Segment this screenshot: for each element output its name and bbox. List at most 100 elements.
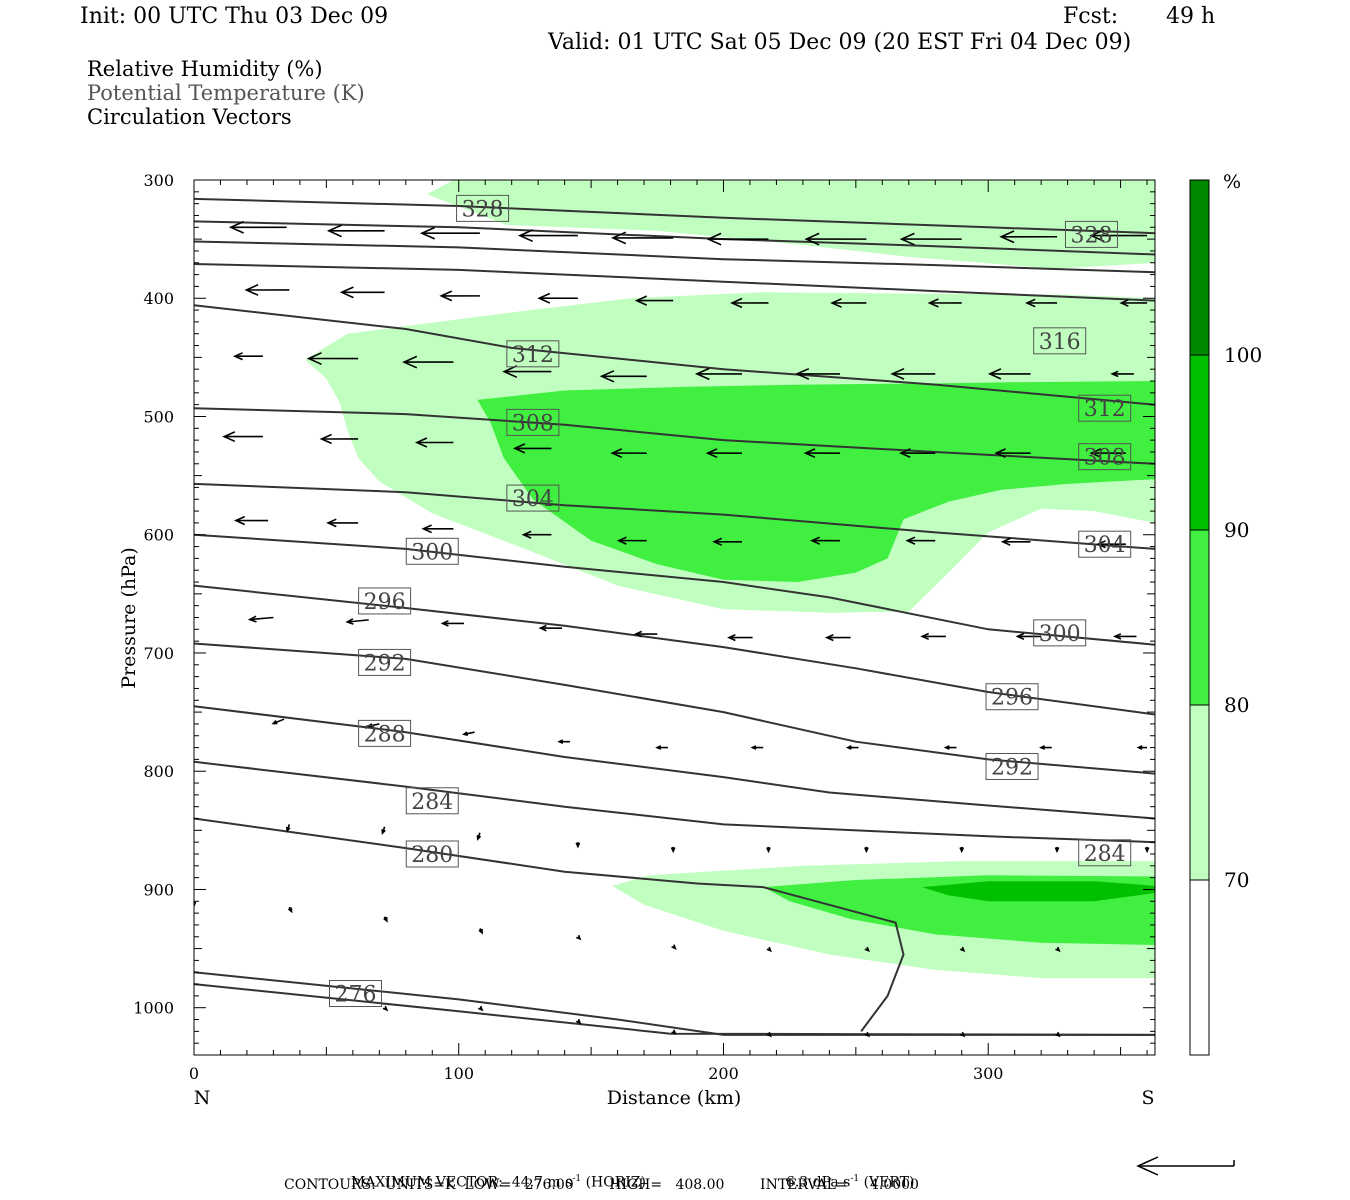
colorbar-band [1189, 879, 1210, 1056]
circulation-vector [575, 1018, 582, 1025]
contour-label-box [328, 980, 382, 1008]
circulation-vector [810, 536, 840, 545]
circulation-vector [1015, 632, 1042, 641]
circulation-vector [232, 352, 263, 361]
circulation-vector [712, 537, 743, 546]
rh-region-70-0 [427, 180, 1155, 269]
contour-label-box [405, 537, 459, 565]
axis-ticks [193, 179, 1155, 1056]
vector-head [750, 745, 757, 750]
vector-head [766, 946, 772, 953]
contour-label-box [1064, 220, 1118, 248]
circulation-vector [419, 226, 480, 240]
vector-head [194, 901, 197, 908]
circulation-vector [705, 448, 743, 459]
contour-label-text: 288 [364, 722, 406, 747]
south-label: S [1141, 1087, 1154, 1109]
vector-head [575, 842, 581, 849]
vector-head [319, 433, 332, 445]
vector-head [1144, 847, 1150, 854]
x-tick-label: 0 [189, 1064, 199, 1083]
vector-head [557, 739, 564, 745]
y-tick-label: 900 [143, 880, 174, 899]
circulation-vector [994, 448, 1031, 459]
vector-shaft [347, 619, 369, 623]
contour-label-box [1033, 327, 1087, 355]
vector-head [287, 907, 293, 914]
contour-label: 292 [985, 752, 1039, 780]
max-vector-line: MAXIMUM VECTOR: 44.7 m s-1 (HORIZ) [342, 1158, 646, 1191]
contour-label-text: 328 [462, 197, 504, 222]
contour-label: 280 [405, 840, 459, 868]
vector-head [920, 632, 930, 641]
contour-label-text: 304 [512, 487, 554, 512]
vector-head [1096, 540, 1106, 549]
circulation-vector [1039, 745, 1052, 750]
vector-head [987, 368, 1002, 380]
contour-label-text: 328 [1070, 223, 1112, 248]
y-tick-label: 300 [143, 171, 174, 190]
contour-label-box [1078, 530, 1132, 558]
contour-label-text: 312 [512, 343, 554, 368]
x-axis-title: Distance (km) [607, 1087, 742, 1109]
circulation-vector [557, 739, 570, 745]
y-tick-label: 1000 [133, 999, 174, 1018]
circulation-vector [440, 620, 465, 627]
forecast-label: Fcst: [1063, 4, 1119, 29]
theta-contour-328 [194, 197, 1155, 235]
colorbar-level-label: 80 [1224, 693, 1249, 717]
circulation-vector [1113, 633, 1137, 640]
contour-label-text: 312 [1084, 397, 1126, 422]
circulation-vector [633, 630, 658, 638]
vector-head [890, 367, 905, 380]
vector-head [1025, 298, 1036, 308]
theta-contour-312 [194, 304, 1155, 406]
contour-label-box [985, 752, 1039, 780]
contour-label: 312 [1078, 394, 1132, 422]
circulation-vector [694, 367, 743, 381]
north-label: N [194, 1087, 211, 1109]
theta-contour-292 [194, 642, 1155, 775]
vector-head [959, 1031, 966, 1038]
rh-region-90-5 [922, 881, 1155, 902]
vector-head [810, 536, 821, 545]
contour-label-text: 292 [991, 755, 1033, 780]
contour-label: 292 [358, 648, 412, 676]
contour-label-box [1078, 443, 1132, 471]
circulation-vectors [194, 220, 1150, 1038]
vector-head [233, 515, 246, 526]
circulation-vector [233, 515, 269, 526]
circulation-vector [824, 633, 851, 642]
theta-contour-320 [194, 240, 1155, 274]
circulation-vector [634, 295, 674, 306]
x-tick-label: 100 [443, 1064, 474, 1083]
vector-head [326, 518, 337, 528]
theta-contour-304 [194, 482, 1155, 550]
vector-head [959, 946, 966, 953]
colorbar-unit: % [1223, 171, 1241, 193]
circulation-vector [538, 624, 562, 632]
contour-label-box [1078, 839, 1132, 867]
circulation-vector [476, 832, 482, 841]
contour-label-text: 296 [364, 590, 406, 615]
vector-head [999, 230, 1015, 244]
colorbar-level-label: 90 [1224, 518, 1249, 542]
vector-head [244, 283, 259, 296]
vector-shaft [249, 616, 274, 621]
init-time: Init: 00 UTC Thu 03 Dec 09 [80, 4, 389, 29]
circulation-vector [864, 846, 869, 854]
contour-label: 308 [1078, 443, 1132, 471]
vector-head [994, 448, 1006, 459]
contour-label-text: 284 [1084, 842, 1126, 867]
valid-time: Valid: 01 UTC Sat 05 Dec 09 (20 EST Fri … [548, 30, 1132, 55]
circulation-vector [706, 232, 769, 246]
contour-label: 328 [456, 194, 510, 222]
vector-head [611, 231, 627, 245]
vector-head [616, 536, 627, 545]
circulation-vector [599, 370, 647, 383]
contour-label-text: 300 [1039, 622, 1081, 647]
reference-vector-head [1136, 1156, 1159, 1176]
circulation-vector [271, 718, 285, 725]
vector-head [905, 536, 916, 545]
vector-head [671, 1029, 677, 1035]
